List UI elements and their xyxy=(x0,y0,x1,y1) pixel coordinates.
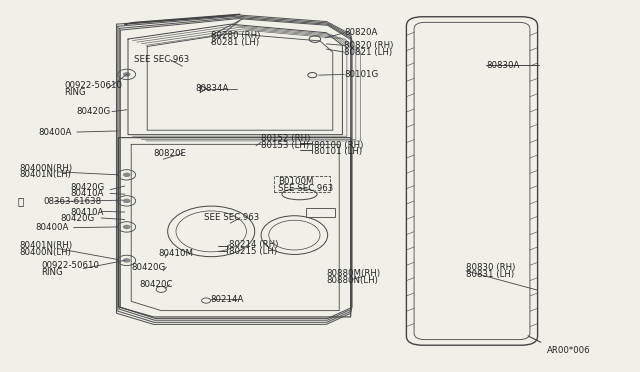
Text: 80420G: 80420G xyxy=(131,263,166,272)
Text: 80400A: 80400A xyxy=(38,128,72,137)
Text: 80420C: 80420C xyxy=(140,280,173,289)
Text: 80420G: 80420G xyxy=(61,214,95,223)
Text: 80820 (RH): 80820 (RH) xyxy=(344,41,394,50)
Text: 00922-50610: 00922-50610 xyxy=(64,81,122,90)
Text: 00922-50610: 00922-50610 xyxy=(42,262,100,270)
Text: 80880M(RH): 80880M(RH) xyxy=(326,269,381,278)
Text: B0100M: B0100M xyxy=(278,177,314,186)
Text: 80410A: 80410A xyxy=(70,208,104,217)
Text: 80153 (LH): 80153 (LH) xyxy=(261,141,309,150)
Text: 80830A: 80830A xyxy=(486,61,520,70)
Circle shape xyxy=(123,72,131,77)
Text: 80410A: 80410A xyxy=(70,189,104,198)
Text: 80410M: 80410M xyxy=(159,249,194,258)
Text: Ⓢ: Ⓢ xyxy=(18,197,24,206)
Text: SEE SEC.963: SEE SEC.963 xyxy=(134,55,189,64)
Text: 80400N(RH): 80400N(RH) xyxy=(19,164,72,173)
Bar xyxy=(274,176,330,192)
Text: 80100 (RH): 80100 (RH) xyxy=(314,141,363,150)
Text: 08363-61638: 08363-61638 xyxy=(44,197,102,206)
Text: SEE SEC.963: SEE SEC.963 xyxy=(278,184,333,193)
Text: SEE SEC.963: SEE SEC.963 xyxy=(204,213,259,222)
Text: 80281 (LH): 80281 (LH) xyxy=(211,38,259,47)
Circle shape xyxy=(123,199,131,203)
Text: 80420G: 80420G xyxy=(77,107,111,116)
Text: 80214A: 80214A xyxy=(210,295,243,304)
Text: RING: RING xyxy=(42,268,63,277)
Text: 80401N(LH): 80401N(LH) xyxy=(19,170,71,179)
Circle shape xyxy=(123,225,131,229)
Text: 80280 (RH): 80280 (RH) xyxy=(211,31,260,40)
Text: AR00*006: AR00*006 xyxy=(547,346,591,355)
Text: 80214 (RH): 80214 (RH) xyxy=(229,240,278,249)
Text: 80821 (LH): 80821 (LH) xyxy=(344,48,392,57)
Text: 80101G: 80101G xyxy=(344,70,379,79)
Text: 80830 (RH): 80830 (RH) xyxy=(466,263,515,272)
Text: 80420G: 80420G xyxy=(70,183,105,192)
Text: 80834A: 80834A xyxy=(195,84,228,93)
Text: 80820E: 80820E xyxy=(154,149,187,158)
Text: RING: RING xyxy=(64,88,86,97)
Text: 80401N(RH): 80401N(RH) xyxy=(19,241,72,250)
Text: 80215 (LH): 80215 (LH) xyxy=(229,247,277,256)
Text: 80820A: 80820A xyxy=(344,28,378,37)
Text: 80880N(LH): 80880N(LH) xyxy=(326,276,378,285)
Text: 80152 (RH): 80152 (RH) xyxy=(261,134,310,143)
Circle shape xyxy=(123,258,131,263)
Circle shape xyxy=(123,173,131,177)
Text: 80400N(LH): 80400N(LH) xyxy=(19,248,71,257)
Text: 80101 (LH): 80101 (LH) xyxy=(314,147,362,156)
Text: 80831 (LH): 80831 (LH) xyxy=(466,270,514,279)
Text: 80400A: 80400A xyxy=(35,223,68,232)
